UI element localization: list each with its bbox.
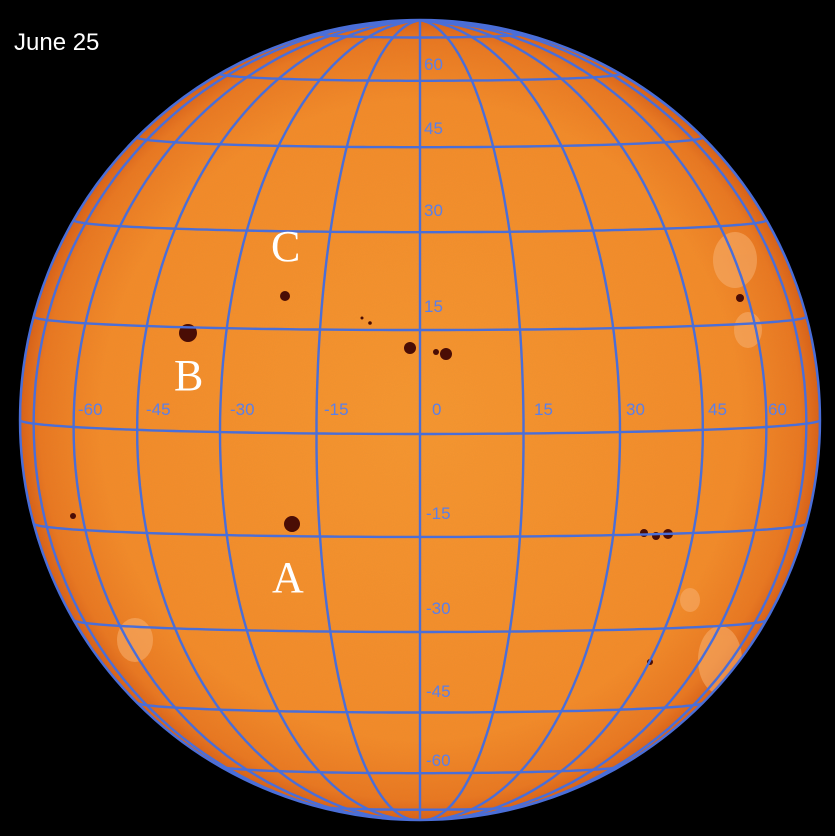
sunspot-label-b: B — [174, 351, 203, 400]
longitude-labels: -60 -45 -30 -15 0 15 30 45 60 — [78, 400, 787, 419]
meridian-line — [419, 20, 808, 820]
meridian-line — [419, 20, 768, 820]
lat-label: -15 — [426, 504, 451, 523]
sunspot-center-2 — [440, 348, 452, 360]
sunspot-small-2 — [360, 316, 364, 320]
parallel-line — [32, 315, 808, 332]
coordinate-grid — [20, 20, 820, 820]
parallel-line — [218, 73, 622, 82]
lon-label: 0 — [432, 400, 441, 419]
parallel-line — [219, 765, 621, 775]
lat-label: 15 — [424, 297, 443, 316]
sunspot-center-1 — [404, 342, 416, 354]
meridian-line — [135, 20, 421, 820]
parallel-line — [136, 136, 704, 149]
sunspot-label-c: C — [271, 222, 300, 271]
sun-limb — [18, 18, 822, 822]
lat-label: -45 — [426, 682, 451, 701]
meridian-line — [218, 20, 421, 820]
latitude-labels: 60 45 30 15 -15 -30 -45 -60 — [424, 55, 451, 770]
sunspot-a — [284, 516, 300, 532]
parallel-line — [316, 805, 524, 811]
meridian-line — [419, 20, 622, 820]
lon-label: 45 — [708, 400, 727, 419]
meridian-line — [419, 20, 525, 820]
meridian-line — [315, 20, 421, 820]
lon-label: -45 — [146, 400, 171, 419]
lon-label: -15 — [324, 400, 349, 419]
lon-label: -60 — [78, 400, 103, 419]
lon-label: 30 — [626, 400, 645, 419]
lat-label: 45 — [424, 119, 443, 138]
parallel-line — [32, 522, 808, 539]
parallel-line — [315, 32, 525, 39]
date-label: June 25 — [14, 29, 99, 56]
meridian-line — [72, 20, 421, 820]
lon-label: -30 — [230, 400, 255, 419]
parallel-line — [136, 702, 704, 714]
sunspot-label-a: A — [272, 553, 304, 602]
sunspot-c — [280, 291, 290, 301]
lat-label: 30 — [424, 201, 443, 220]
parallel-line — [72, 219, 768, 234]
meridian-line — [419, 20, 705, 820]
meridian-line — [32, 20, 421, 820]
sunspots — [70, 291, 744, 665]
parallel-line — [72, 619, 768, 634]
sunspot-left-1 — [70, 513, 76, 519]
sunspot-right-4 — [640, 529, 648, 537]
lon-label: 60 — [768, 400, 787, 419]
lat-label: -60 — [426, 751, 451, 770]
lat-label: 60 — [424, 55, 443, 74]
sunspot-center-3 — [433, 349, 439, 355]
lon-label: 15 — [534, 400, 553, 419]
lat-label: -30 — [426, 599, 451, 618]
equator-line — [20, 419, 820, 436]
sunspot-small-1 — [368, 321, 372, 325]
sunspot-right-1 — [736, 294, 744, 302]
